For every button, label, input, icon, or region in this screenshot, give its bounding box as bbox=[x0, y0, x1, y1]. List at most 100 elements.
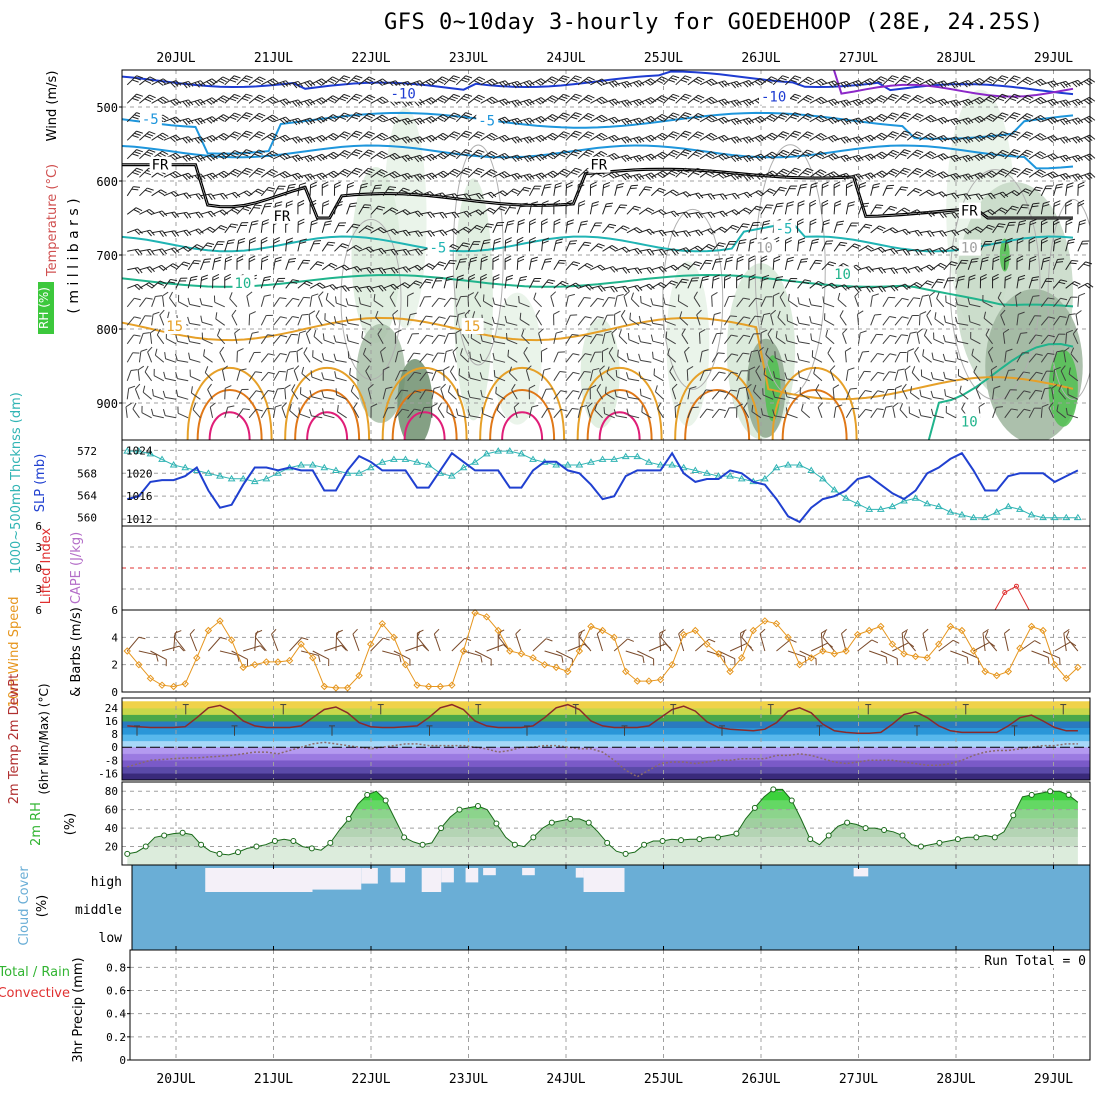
barb-staff bbox=[736, 223, 744, 234]
barb-staff bbox=[614, 225, 624, 234]
barb-feather bbox=[558, 351, 565, 353]
wind-barb bbox=[322, 284, 338, 291]
barb-staff bbox=[139, 297, 147, 308]
barb-staff bbox=[419, 353, 428, 363]
barb-staff bbox=[358, 94, 370, 104]
wind-barb bbox=[224, 112, 241, 123]
barb-feather bbox=[194, 138, 200, 144]
barb-staff bbox=[449, 371, 457, 382]
barb-feather bbox=[132, 171, 139, 176]
barb-staff bbox=[200, 116, 213, 123]
barb-feather bbox=[171, 231, 177, 237]
barb-staff bbox=[784, 203, 788, 215]
barb-feather bbox=[313, 329, 317, 337]
barb-feather bbox=[531, 256, 539, 260]
barb-feather bbox=[322, 333, 325, 341]
barb-feather bbox=[614, 310, 621, 315]
wind-barb bbox=[565, 314, 578, 326]
barb-feather bbox=[218, 98, 225, 103]
wind-barb bbox=[334, 112, 351, 123]
barb-feather bbox=[895, 385, 902, 389]
wind-barb bbox=[163, 211, 180, 219]
isotherm-25-loop bbox=[196, 389, 263, 440]
wind-barb bbox=[224, 150, 242, 160]
wind-barb bbox=[188, 352, 201, 363]
barb-feather bbox=[785, 236, 792, 241]
wind-barb bbox=[541, 279, 556, 289]
wind-barb bbox=[126, 130, 143, 141]
isotherm-30-loop bbox=[403, 411, 446, 440]
barb-feather bbox=[554, 185, 562, 189]
wind-barb bbox=[139, 208, 155, 216]
barb-staff bbox=[504, 188, 514, 197]
barb-feather bbox=[705, 259, 713, 262]
barb-feather bbox=[837, 220, 845, 223]
wind-barb bbox=[565, 199, 573, 215]
barb-staff bbox=[200, 78, 213, 86]
barb-staff bbox=[126, 370, 132, 381]
barb-feather bbox=[859, 182, 867, 186]
barb-staff bbox=[224, 94, 235, 104]
barb-feather bbox=[251, 331, 259, 334]
date-label-top: 29JUL bbox=[1034, 51, 1073, 66]
barb-feather bbox=[603, 181, 611, 186]
wind-barb bbox=[309, 261, 325, 271]
barb-feather bbox=[850, 387, 857, 390]
barb-staff bbox=[882, 407, 887, 418]
barb-staff bbox=[285, 351, 291, 363]
barb-staff bbox=[325, 299, 335, 308]
wind-barb bbox=[163, 278, 178, 289]
wind-barb bbox=[687, 192, 704, 200]
wind-barb bbox=[163, 80, 182, 88]
barb-feather bbox=[169, 173, 176, 179]
barb-feather bbox=[160, 79, 167, 85]
barb-feather bbox=[172, 263, 180, 268]
barb-feather bbox=[132, 153, 139, 157]
wind-barb bbox=[248, 220, 259, 233]
barb-feather bbox=[144, 80, 152, 84]
wind-barb bbox=[175, 154, 194, 162]
barb-staff bbox=[845, 369, 849, 381]
wind-barb bbox=[541, 200, 549, 215]
wind-barb bbox=[151, 189, 167, 197]
wind-barb bbox=[175, 277, 188, 289]
barb-feather bbox=[137, 267, 143, 274]
barb-staff bbox=[303, 352, 311, 363]
wind-barb bbox=[177, 294, 189, 308]
wind-barb bbox=[577, 131, 595, 141]
wind-barb bbox=[224, 255, 233, 270]
barb-staff bbox=[736, 207, 746, 215]
barb-feather bbox=[173, 247, 180, 253]
wind-barb bbox=[699, 259, 713, 271]
barb-staff bbox=[212, 114, 224, 123]
barb-feather bbox=[147, 346, 153, 353]
barb-feather bbox=[280, 316, 288, 319]
barb-feather bbox=[556, 330, 563, 334]
barb-feather bbox=[318, 291, 324, 297]
barb-feather bbox=[157, 282, 165, 286]
barb-staff bbox=[199, 277, 203, 289]
wind-barb bbox=[212, 76, 230, 86]
barb-feather bbox=[194, 245, 201, 250]
barb-staff bbox=[736, 258, 738, 270]
date-label-top: 26JUL bbox=[741, 51, 780, 66]
wind-barb bbox=[345, 316, 359, 326]
wind-barb bbox=[724, 192, 740, 200]
barb-feather bbox=[650, 334, 654, 342]
barb-staff bbox=[674, 406, 677, 418]
barb-feather bbox=[251, 220, 259, 223]
barb-feather bbox=[533, 292, 537, 300]
barb-staff bbox=[894, 186, 902, 197]
wind-barb bbox=[139, 229, 155, 237]
barb-staff bbox=[144, 371, 153, 382]
barb-staff bbox=[602, 245, 613, 252]
barb-staff bbox=[281, 407, 287, 418]
barb-feather bbox=[195, 193, 201, 200]
barb-feather bbox=[163, 371, 166, 379]
barb-feather bbox=[143, 332, 150, 334]
barb-feather bbox=[296, 347, 303, 352]
barb-staff bbox=[169, 297, 177, 308]
barb-feather bbox=[623, 291, 630, 297]
barb-feather bbox=[877, 353, 884, 356]
barb-feather bbox=[425, 315, 433, 318]
